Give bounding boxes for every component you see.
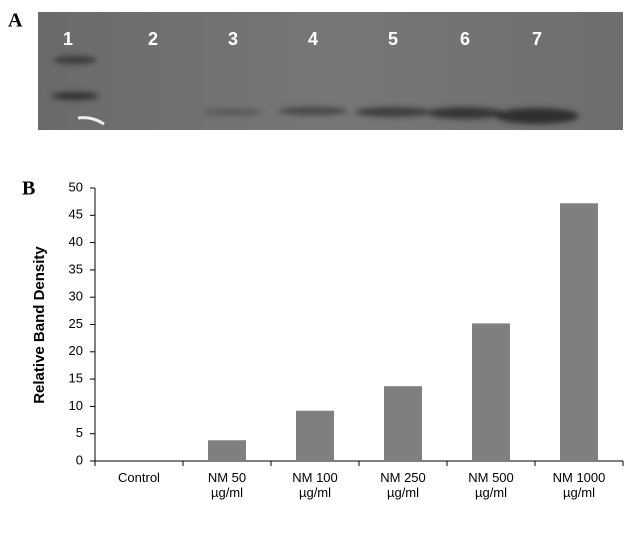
bar bbox=[560, 203, 598, 461]
chart: A B Relative Band Density 12345670510152… bbox=[0, 0, 636, 542]
y-tick-label: 30 bbox=[69, 289, 83, 304]
y-tick-label: 0 bbox=[76, 452, 83, 467]
figure: A B Relative Band Density 12345670510152… bbox=[0, 0, 636, 542]
x-tick-label: NM 250 µg/ml bbox=[368, 470, 438, 500]
lane-label: 6 bbox=[460, 29, 470, 49]
y-tick-label: 20 bbox=[69, 343, 83, 358]
lane-label: 1 bbox=[63, 29, 73, 49]
x-tick-label: Control bbox=[104, 470, 174, 485]
panel-label: A bbox=[8, 10, 23, 32]
bar bbox=[384, 386, 422, 461]
x-tick-label: NM 500 µg/ml bbox=[456, 470, 526, 500]
x-tick-label: NM 100 µg/ml bbox=[280, 470, 350, 500]
bar bbox=[472, 323, 510, 461]
y-tick-label: 10 bbox=[69, 398, 83, 413]
y-tick-label: 35 bbox=[69, 261, 83, 276]
y-tick-label: 5 bbox=[76, 425, 83, 440]
lane-label: 2 bbox=[148, 29, 158, 49]
lane-label: 3 bbox=[228, 29, 238, 49]
y-tick-label: 40 bbox=[69, 234, 83, 249]
x-tick-label: NM 50 µg/ml bbox=[192, 470, 262, 500]
y-axis-label: Relative Band Density bbox=[31, 246, 48, 404]
x-tick-label: NM 1000 µg/ml bbox=[544, 470, 614, 500]
lane-label: 4 bbox=[308, 29, 318, 49]
lane-label: 5 bbox=[388, 29, 398, 49]
bar bbox=[296, 411, 334, 461]
y-tick-label: 25 bbox=[69, 316, 83, 331]
y-tick-label: 15 bbox=[69, 371, 83, 386]
lane-label: 7 bbox=[532, 29, 542, 49]
y-tick-label: 45 bbox=[69, 207, 83, 222]
bar bbox=[208, 440, 246, 461]
y-tick-label: 50 bbox=[69, 179, 83, 194]
panel-label: B bbox=[22, 178, 35, 200]
